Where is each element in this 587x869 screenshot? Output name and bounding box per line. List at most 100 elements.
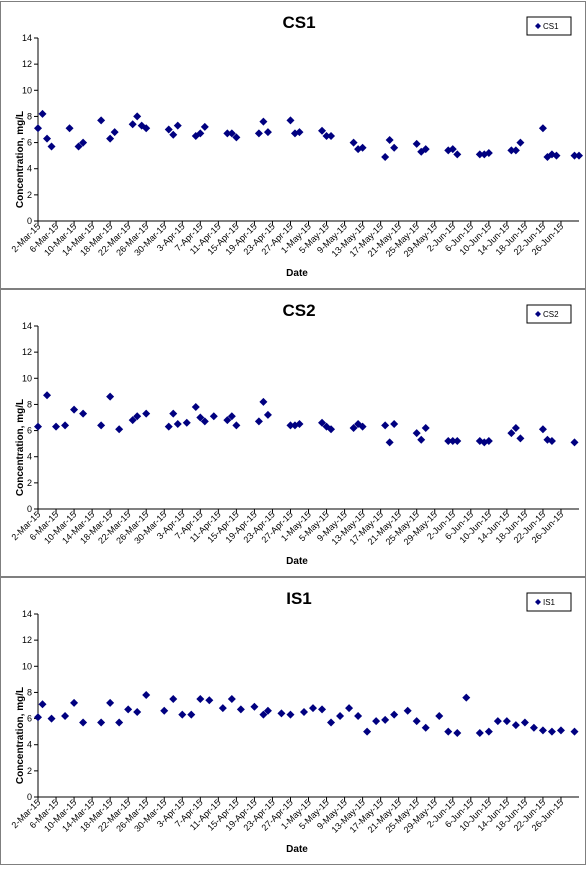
data-point bbox=[444, 727, 453, 736]
data-point bbox=[390, 420, 399, 429]
data-point bbox=[516, 434, 525, 443]
data-point bbox=[142, 409, 151, 418]
data-point bbox=[97, 116, 106, 125]
data-point bbox=[556, 726, 565, 735]
data-point bbox=[47, 142, 56, 151]
data-point bbox=[336, 711, 345, 720]
data-point bbox=[106, 392, 115, 401]
legend-marker bbox=[535, 311, 541, 317]
data-point bbox=[435, 711, 444, 720]
y-tick-label: 10 bbox=[22, 373, 32, 383]
data-point bbox=[97, 421, 106, 430]
data-point bbox=[263, 706, 272, 715]
data-point bbox=[453, 728, 462, 737]
data-point bbox=[133, 112, 142, 121]
data-point bbox=[209, 412, 218, 421]
data-point bbox=[196, 129, 205, 138]
data-point bbox=[169, 409, 178, 418]
chart-title: IS1 bbox=[286, 589, 312, 608]
y-tick-label: 12 bbox=[22, 59, 32, 69]
data-point bbox=[318, 418, 327, 427]
y-tick-label: 8 bbox=[27, 687, 32, 697]
data-point bbox=[349, 423, 358, 432]
data-point bbox=[381, 152, 390, 161]
y-tick-label: 0 bbox=[27, 504, 32, 514]
data-point bbox=[79, 409, 88, 418]
data-point bbox=[511, 146, 520, 155]
legend-box bbox=[526, 16, 572, 36]
data-point bbox=[484, 727, 493, 736]
data-point bbox=[529, 723, 538, 732]
data-point bbox=[164, 125, 173, 134]
data-point bbox=[200, 122, 209, 131]
legend-marker bbox=[535, 23, 541, 29]
legend-box bbox=[526, 304, 572, 324]
chart-panel-cs1: 0 2 4 6 8 10 12 14 2-Mar-15 6-Mar-15 10-Mar-15 14-M… bbox=[0, 1, 586, 289]
data-point bbox=[345, 704, 354, 713]
data-point bbox=[349, 138, 358, 147]
data-point bbox=[106, 134, 115, 143]
data-point bbox=[173, 121, 182, 130]
data-point bbox=[390, 710, 399, 719]
data-point bbox=[358, 143, 367, 152]
data-point bbox=[128, 120, 137, 129]
data-point bbox=[358, 422, 367, 431]
data-point bbox=[128, 416, 137, 425]
data-point bbox=[448, 437, 457, 446]
y-tick-label: 10 bbox=[22, 661, 32, 671]
data-point bbox=[421, 723, 430, 732]
y-tick-label: 2 bbox=[27, 766, 32, 776]
data-point bbox=[106, 698, 115, 707]
data-point bbox=[79, 718, 88, 727]
data-point bbox=[70, 698, 79, 707]
data-point bbox=[178, 710, 187, 719]
data-point bbox=[507, 146, 516, 155]
chart-title: CS1 bbox=[282, 13, 315, 32]
y-tick-label: 6 bbox=[27, 138, 32, 148]
data-point bbox=[47, 714, 56, 723]
data-point bbox=[484, 149, 493, 158]
chart-svg-cs1: 024681012142-Mar-156-Mar-1510-Mar-1514-M… bbox=[10, 13, 583, 279]
data-point bbox=[354, 711, 363, 720]
data-point bbox=[295, 128, 304, 137]
data-point bbox=[254, 417, 263, 426]
data-point bbox=[97, 718, 106, 727]
data-point bbox=[137, 121, 146, 130]
y-tick-label: 12 bbox=[22, 635, 32, 645]
y-tick-label: 14 bbox=[22, 609, 32, 619]
data-point bbox=[412, 429, 421, 438]
data-point bbox=[223, 129, 232, 138]
x-axis-label: Date bbox=[286, 268, 308, 279]
data-point bbox=[70, 405, 79, 414]
data-point bbox=[259, 397, 268, 406]
data-point bbox=[507, 429, 516, 438]
x-axis-label: Date bbox=[286, 844, 308, 855]
data-point bbox=[115, 425, 124, 434]
data-point bbox=[570, 438, 579, 447]
data-point bbox=[570, 151, 579, 160]
legend-marker bbox=[535, 599, 541, 605]
data-point bbox=[232, 133, 241, 142]
legend-label: CS1 bbox=[543, 22, 559, 31]
chart-panel-cs2: 0 2 4 6 8 10 12 14 2-Mar-15 6-Mar-15 10-Mar-15 14-M… bbox=[0, 289, 586, 577]
data-point bbox=[124, 705, 133, 714]
data-point bbox=[142, 691, 151, 700]
data-point bbox=[547, 727, 556, 736]
data-point bbox=[200, 417, 209, 426]
data-point bbox=[74, 142, 83, 151]
y-tick-label: 14 bbox=[22, 33, 32, 43]
data-point bbox=[381, 421, 390, 430]
data-point bbox=[61, 711, 70, 720]
chart-svg-cs2: 024681012142-Mar-156-Mar-1510-Mar-1514-M… bbox=[10, 301, 579, 567]
data-point bbox=[142, 124, 151, 133]
data-point bbox=[390, 143, 399, 152]
y-tick-label: 4 bbox=[27, 164, 32, 174]
data-point bbox=[493, 717, 502, 726]
data-point bbox=[448, 145, 457, 154]
y-tick-label: 8 bbox=[27, 111, 32, 121]
y-tick-label: 0 bbox=[27, 792, 32, 802]
data-point bbox=[421, 423, 430, 432]
data-point bbox=[169, 130, 178, 139]
data-point bbox=[385, 135, 394, 144]
chart-svg-is1: 024681012142-Mar-156-Mar-1510-Mar-1514-M… bbox=[10, 589, 579, 855]
